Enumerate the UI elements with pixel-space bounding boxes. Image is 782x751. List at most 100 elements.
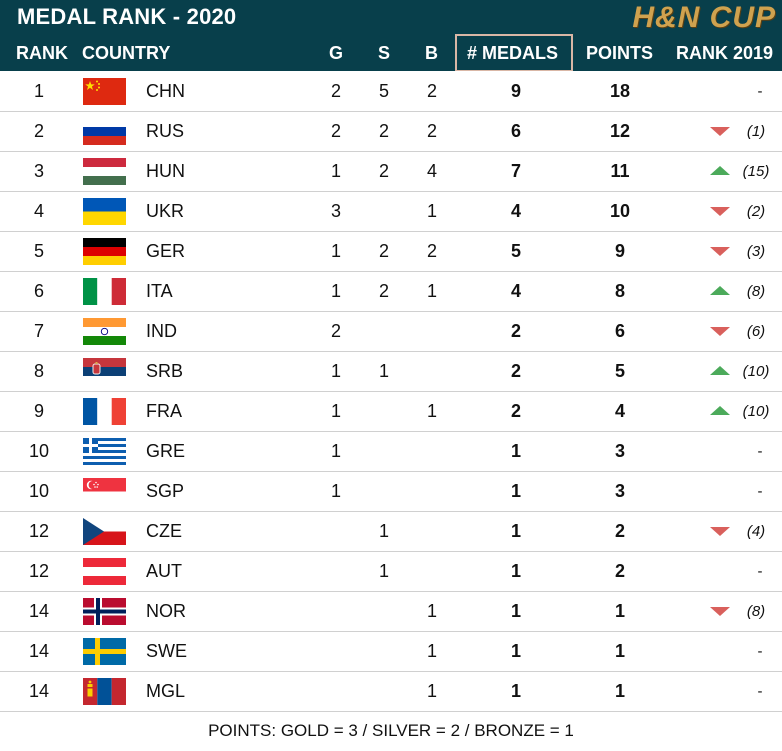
country-cell: SGP <box>146 481 185 501</box>
gold-count-cell: 2 <box>330 81 341 101</box>
column-header-gold: G <box>329 43 344 63</box>
column-header-medals: # MEDALS <box>467 43 559 63</box>
rank-2019-cell: (2) <box>746 203 766 220</box>
silver-count-cell <box>371 392 397 431</box>
country-cell: MGL <box>146 681 186 701</box>
country-cell: RUS <box>146 121 185 141</box>
hun-flag-icon <box>83 158 126 185</box>
points-cell: 2 <box>614 561 625 581</box>
chn-flag-icon <box>83 78 126 105</box>
rank-cell: 14 <box>28 681 50 701</box>
bronze-count-cell: 2 <box>426 241 437 261</box>
cze-flag-icon <box>83 518 126 545</box>
fra-flag-icon <box>83 398 126 425</box>
table-row: 14 SWE 1 1 1 - <box>0 632 782 672</box>
silver-count-cell <box>371 312 397 351</box>
rank-cell: 14 <box>28 641 50 661</box>
table-header: MEDAL RANK - 2020 H&N CUP RANK COUNTRY G… <box>0 0 782 71</box>
ger-flag-icon <box>83 238 126 265</box>
points-cell: 12 <box>609 121 631 141</box>
sgp-flag-icon <box>83 478 126 505</box>
points-cell: 9 <box>614 241 625 261</box>
bronze-count-cell: 1 <box>426 601 437 621</box>
gold-count-cell: 2 <box>330 121 341 141</box>
medals-total-cell: 1 <box>510 641 521 661</box>
nor-flag-icon <box>83 598 126 625</box>
rank-cell: 10 <box>28 441 50 461</box>
rank-cell: 6 <box>33 281 44 301</box>
triangle-down-icon <box>710 247 730 256</box>
srb-flag-icon <box>83 358 126 385</box>
rank-2019-cell: (10) <box>742 363 770 380</box>
points-cell: 6 <box>614 321 625 341</box>
ita-flag-icon <box>83 278 126 305</box>
silver-count-cell <box>371 192 397 231</box>
table-row: 4 UKR 3 1 4 10 (2) <box>0 192 782 232</box>
medals-total-cell: 7 <box>510 161 521 181</box>
rank-2019-cell: (8) <box>746 283 766 300</box>
points-cell: 11 <box>610 161 630 181</box>
country-cell: UKR <box>146 201 185 221</box>
triangle-up-icon <box>710 366 730 375</box>
medals-total-cell: 1 <box>510 681 521 701</box>
rank-cell: 12 <box>28 521 50 541</box>
triangle-up-icon <box>710 286 730 295</box>
gre-flag-icon <box>83 438 126 465</box>
gold-count-cell: 1 <box>330 481 341 501</box>
points-cell: 3 <box>614 481 625 501</box>
gold-count-cell: 3 <box>330 201 341 221</box>
points-cell: 1 <box>614 641 625 661</box>
points-cell: 8 <box>614 281 625 301</box>
rank-2019-cell: (10) <box>742 403 770 420</box>
page-title: MEDAL RANK - 2020 <box>17 4 237 29</box>
triangle-down-icon <box>710 327 730 336</box>
triangle-up-icon <box>710 406 730 415</box>
gold-count-cell: 1 <box>330 281 341 301</box>
points-cell: 2 <box>614 521 625 541</box>
aut-flag-icon <box>83 558 126 585</box>
country-cell: NOR <box>146 601 186 621</box>
bronze-count-cell <box>419 552 445 591</box>
column-header-country: COUNTRY <box>82 43 171 63</box>
gold-count-cell: 1 <box>330 361 341 381</box>
country-cell: GER <box>146 241 186 261</box>
medals-total-cell: 2 <box>510 321 521 341</box>
rank-cell: 7 <box>33 321 44 341</box>
column-header-points: POINTS <box>586 43 654 63</box>
table-row: 9 FRA 1 1 2 4 (10) <box>0 392 782 432</box>
silver-count-cell <box>371 432 397 471</box>
silver-count-cell <box>371 472 397 511</box>
table-row: 14 MGL 1 1 1 - <box>0 672 782 712</box>
medals-total-cell: 2 <box>510 401 521 421</box>
triangle-down-icon <box>710 207 730 216</box>
silver-count-cell: 2 <box>378 161 389 181</box>
bronze-count-cell <box>419 472 445 511</box>
mgl-flag-icon <box>83 678 126 705</box>
rank-cell: 12 <box>28 561 50 581</box>
medals-total-cell: 9 <box>510 81 521 101</box>
gold-count-cell <box>323 552 349 591</box>
selected-column-outline <box>455 34 573 71</box>
medals-total-cell: 1 <box>510 521 521 541</box>
rank-2019-cell: (3) <box>746 243 766 260</box>
rank-2019-cell: - <box>757 443 763 460</box>
table-row: 10 SGP 1 1 3 - <box>0 472 782 512</box>
rank-cell: 10 <box>28 481 50 501</box>
table-row: 12 CZE 1 1 2 (4) <box>0 512 782 552</box>
triangle-down-icon <box>710 127 730 136</box>
rank-2019-cell: (6) <box>746 323 766 340</box>
bronze-count-cell: 1 <box>426 281 437 301</box>
medals-total-cell: 1 <box>510 561 521 581</box>
points-cell: 18 <box>609 81 631 101</box>
rank-2019-cell: (8) <box>746 603 766 620</box>
triangle-down-icon <box>710 607 730 616</box>
rank-2019-cell: - <box>757 683 763 700</box>
rank-cell: 8 <box>33 361 44 381</box>
table-row: 1 CHN 2 5 2 9 18 - <box>0 72 782 112</box>
bronze-count-cell <box>419 352 445 391</box>
gold-count-cell <box>323 672 349 711</box>
table-row: 14 NOR 1 1 1 (8) <box>0 592 782 632</box>
country-cell: SRB <box>146 361 184 381</box>
gold-count-cell: 1 <box>330 441 341 461</box>
country-cell: ITA <box>146 281 173 301</box>
